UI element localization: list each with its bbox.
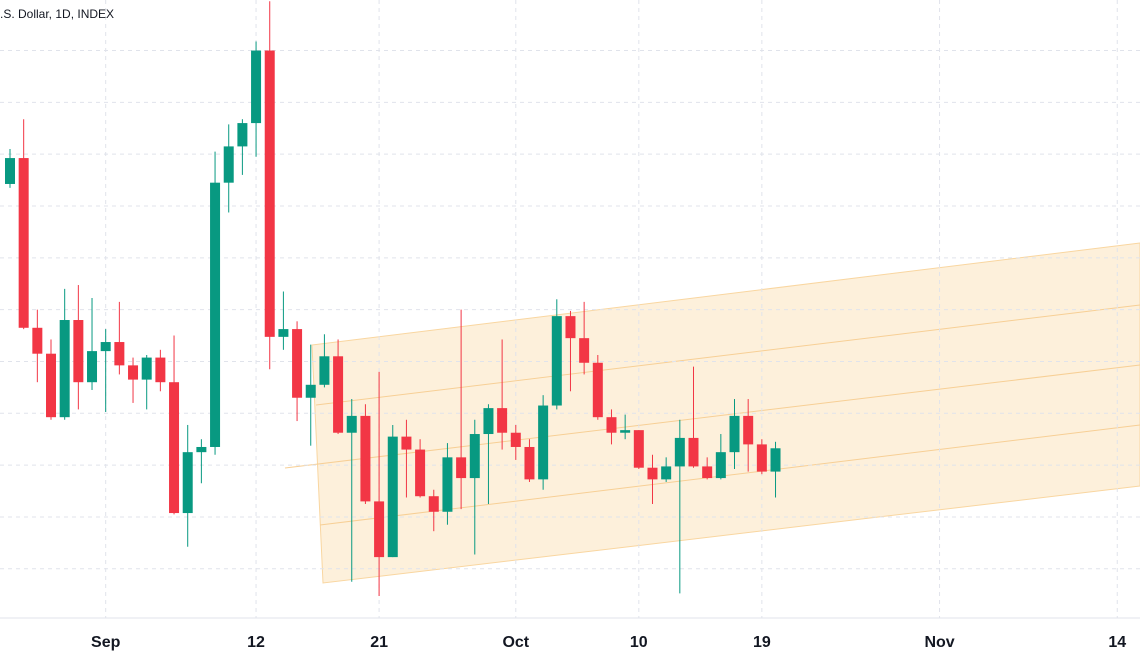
channel-line — [284, 364, 1140, 469]
x-tick-label: 12 — [247, 634, 265, 651]
channel-line — [319, 424, 1140, 526]
candle-body — [770, 448, 781, 472]
candle-body — [128, 365, 139, 380]
candle-body — [278, 329, 289, 337]
candle-body — [32, 327, 43, 354]
candle-body — [292, 329, 303, 398]
candle-body — [428, 496, 439, 512]
candle-body — [702, 466, 713, 479]
candle-body — [374, 501, 385, 558]
candle-body — [59, 320, 70, 418]
candle-body — [18, 158, 29, 328]
candle-body — [497, 408, 508, 433]
candles — [5, 1, 781, 596]
candle-body — [729, 415, 740, 453]
candle-body — [538, 405, 549, 480]
candle-body — [196, 446, 207, 453]
candle-body — [579, 338, 590, 363]
x-tick-label: 10 — [630, 634, 648, 651]
regression-channel — [311, 242, 1140, 584]
candle-body — [661, 466, 672, 480]
chart-title: .S. Dollar, 1D, INDEX — [0, 7, 114, 21]
candle-body — [346, 415, 357, 433]
candle-body — [620, 430, 631, 433]
candle-body — [223, 146, 234, 183]
candle-body — [237, 123, 248, 147]
candle-body — [319, 356, 330, 385]
candle-body — [510, 432, 521, 447]
x-tick-label: 19 — [753, 634, 771, 651]
x-tick-label: Sep — [91, 634, 121, 651]
candle-body — [592, 362, 603, 418]
candle-body — [169, 382, 180, 514]
candle-body — [305, 384, 316, 398]
candle-body — [401, 436, 412, 450]
candle-body — [606, 417, 617, 433]
candle-body — [715, 452, 726, 479]
candle-body — [87, 351, 98, 383]
candle-body — [333, 356, 344, 433]
x-tick-label: 14 — [1108, 634, 1126, 651]
candle-body — [456, 457, 467, 479]
candle-body — [387, 436, 398, 558]
candle-body — [5, 158, 15, 184]
candle-body — [469, 434, 480, 479]
candle-body — [551, 316, 562, 406]
candle-body — [73, 320, 84, 383]
candle-body — [756, 444, 767, 472]
channel-line — [315, 304, 1140, 406]
candle-body — [647, 467, 658, 480]
candle-body — [264, 50, 275, 337]
candle-body — [100, 342, 111, 352]
candle-body — [688, 437, 699, 467]
candle-body — [46, 353, 57, 418]
candle-body — [141, 357, 152, 380]
x-tick-label: Nov — [924, 634, 954, 651]
candle-body — [360, 415, 371, 502]
candle-body — [743, 415, 754, 445]
candle-body — [210, 182, 221, 447]
candle-body — [182, 452, 193, 514]
candle-body — [524, 446, 535, 480]
candle-body — [251, 50, 262, 124]
candle-body — [114, 342, 125, 366]
x-tick-label: Oct — [502, 634, 529, 651]
x-tick-label: 21 — [370, 634, 388, 651]
candle-body — [633, 430, 644, 468]
candle-body — [442, 457, 453, 512]
candle-body — [674, 437, 685, 467]
candle-body — [155, 357, 166, 383]
candle-body — [483, 408, 494, 435]
candle-body — [565, 316, 576, 339]
candle-body — [415, 449, 426, 497]
